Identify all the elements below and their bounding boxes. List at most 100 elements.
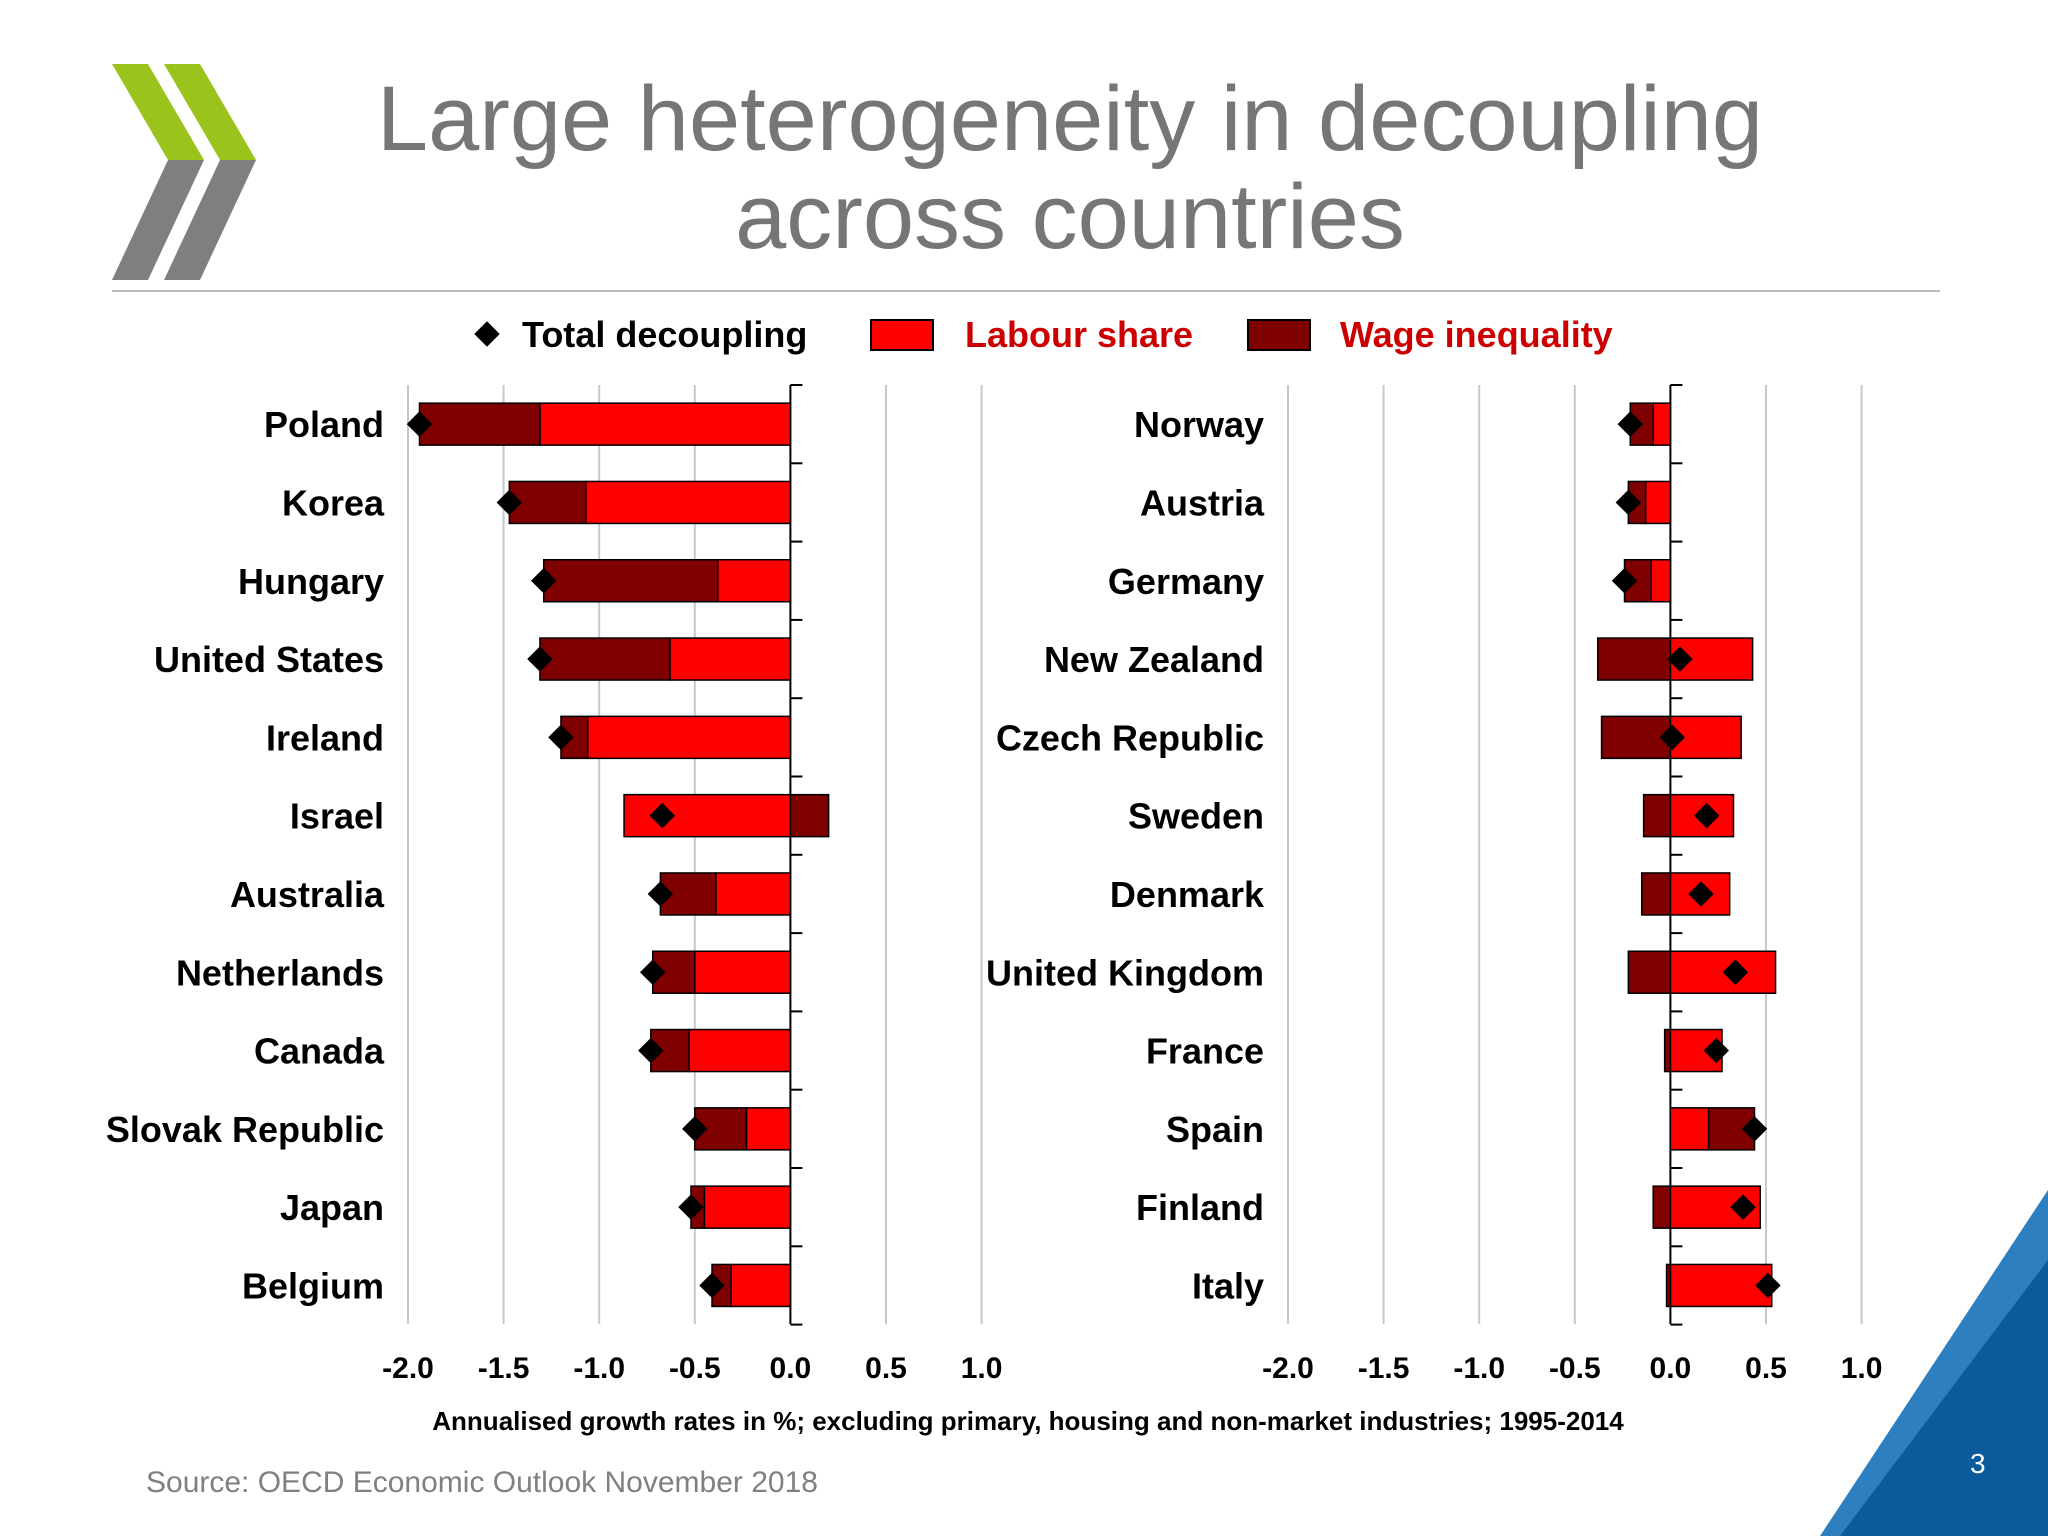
category-label-new-zealand: New Zealand (1044, 639, 1264, 680)
bar-wage-inequality-denmark (1640, 872, 1672, 916)
bar-labour-share-hungary (716, 559, 792, 603)
x-tick-label-left-2: -1.0 (573, 1352, 625, 1385)
title-line-1: Large heterogeneity in decoupling (376, 68, 1764, 170)
bar-labour-share-belgium (730, 1263, 792, 1308)
category-label-slovak-republic: Slovak Republic (106, 1109, 384, 1150)
bar-wage-inequality-italy (1665, 1263, 1672, 1308)
logo-green-chevron-1 (112, 64, 204, 160)
bar-labour-share-united-kingdom (1669, 950, 1777, 994)
category-label-united-states: United States (154, 639, 384, 680)
category-label-belgium: Belgium (242, 1265, 384, 1306)
marker-total-decoupling-israel (649, 802, 676, 829)
category-label-norway: Norway (1134, 404, 1264, 445)
x-tick-label-right-3: -0.5 (1549, 1352, 1601, 1385)
category-label-sweden: Sweden (1128, 796, 1264, 837)
category-label-italy: Italy (1192, 1265, 1264, 1306)
bar-labour-share-poland (539, 402, 792, 446)
oecd-logo (112, 64, 256, 280)
legend-label-total-decoupling: Total decoupling (522, 314, 807, 355)
page-number: 3 (1970, 1448, 1986, 1479)
x-tick-label-left-4: 0.0 (770, 1352, 812, 1385)
category-label-hungary: Hungary (238, 561, 384, 602)
bar-wage-inequality-new-zealand (1596, 637, 1672, 681)
bar-labour-share-japan (703, 1185, 792, 1229)
bar-wage-inequality-united-states (539, 637, 671, 681)
category-label-germany: Germany (1108, 561, 1264, 602)
bar-labour-share-germany (1650, 559, 1672, 603)
bar-labour-share-australia (715, 872, 792, 916)
bar-wage-inequality-poland (418, 402, 541, 446)
bar-wage-inequality-czech-republic (1600, 715, 1672, 760)
x-tick-label-right-5: 0.5 (1745, 1352, 1787, 1385)
bar-labour-share-sweden (1669, 793, 1735, 838)
x-tick-label-left-5: 0.5 (865, 1352, 907, 1385)
bar-labour-share-canada (688, 1028, 792, 1073)
slide-title: Large heterogeneity in decoupling across… (350, 70, 1790, 266)
category-label-finland: Finland (1136, 1187, 1264, 1228)
chart-panel-right: -2.0 -1.5 -1.0 -0.5 0.0 0.5 1.0 Norway Austria Ge… (986, 384, 1883, 1385)
bar-labour-share-korea (585, 480, 792, 525)
category-label-france: France (1146, 1031, 1264, 1072)
marker-total-decoupling-hungary (531, 568, 557, 594)
marker-total-decoupling-poland (406, 411, 433, 437)
bar-wage-inequality-france (1663, 1028, 1672, 1073)
x-tick-label-left-0: -2.0 (382, 1352, 434, 1385)
x-tick-label-left-1: -1.5 (478, 1352, 530, 1385)
bar-labour-share-slovak-republic (745, 1107, 792, 1151)
category-label-korea: Korea (282, 482, 385, 523)
x-tick-label-right-1: -1.5 (1358, 1352, 1410, 1385)
category-label-australia: Australia (230, 874, 385, 915)
category-label-spain: Spain (1166, 1109, 1264, 1150)
marker-total-decoupling-netherlands (640, 959, 666, 985)
category-label-japan: Japan (280, 1187, 384, 1228)
x-tick-label-right-2: -1.0 (1453, 1352, 1505, 1385)
title-divider (112, 290, 1940, 292)
category-label-united-kingdom: United Kingdom (986, 952, 1264, 993)
marker-total-decoupling-united-states (527, 646, 553, 672)
bar-labour-share-united-states (669, 637, 792, 681)
bar-labour-share-spain (1669, 1107, 1710, 1151)
category-label-netherlands: Netherlands (176, 952, 384, 993)
bar-wage-inequality-finland (1652, 1185, 1672, 1229)
bar-wage-inequality-sweden (1642, 793, 1672, 838)
category-label-poland: Poland (264, 404, 384, 445)
bar-labour-share-norway (1652, 402, 1672, 446)
legend-label-wage-inequality: Wage inequality (1340, 314, 1613, 355)
x-tick-label-right-0: -2.0 (1262, 1352, 1314, 1385)
marker-total-decoupling-ireland (548, 724, 574, 751)
bar-wage-inequality-hungary (543, 559, 719, 603)
bar-labour-share-ireland (586, 715, 792, 760)
bar-labour-share-austria (1644, 480, 1672, 525)
bar-wage-inequality-united-kingdom (1627, 950, 1672, 994)
category-label-austria: Austria (1140, 482, 1265, 523)
logo-grey-chevron-2 (164, 160, 256, 280)
x-tick-label-left-6: 1.0 (961, 1352, 1003, 1385)
corner-dark-triangle (1840, 1260, 2048, 1536)
x-axis-title: Annualised growth rates in %; excluding … (432, 1406, 1624, 1436)
title-line-2: across countries (735, 166, 1405, 268)
category-label-ireland: Ireland (266, 717, 384, 758)
x-tick-label-left-3: -0.5 (669, 1352, 721, 1385)
legend-marker-total-decoupling (474, 321, 500, 347)
x-tick-label-right-6: 1.0 (1841, 1352, 1883, 1385)
category-label-czech-republic: Czech Republic (996, 717, 1264, 758)
bar-labour-share-netherlands (694, 950, 792, 994)
marker-total-decoupling-australia (647, 881, 674, 907)
chart-panel-left: -2.0 -1.5 -1.0 -0.5 0.0 0.5 1.0 Poland Korea Hung… (106, 384, 1003, 1385)
bar-wage-inequality-israel (789, 793, 830, 838)
logo-green-chevron-2 (164, 64, 256, 160)
category-label-israel: Israel (290, 796, 384, 837)
legend-label-labour-share: Labour share (965, 314, 1193, 355)
x-tick-label-right-4: 0.0 (1650, 1352, 1692, 1385)
legend-swatch-labour-share (870, 319, 934, 351)
bar-labour-share-italy (1669, 1263, 1773, 1308)
category-label-denmark: Denmark (1110, 874, 1265, 915)
marker-total-decoupling-korea (496, 489, 523, 516)
corner-decoration (1820, 1190, 2048, 1536)
category-label-canada: Canada (254, 1031, 385, 1072)
source-note: Source: OECD Economic Outlook November 2… (146, 1466, 818, 1499)
chart-legend: Total decoupling Labour share Wage inequ… (474, 314, 1613, 355)
legend-swatch-wage-inequality (1247, 319, 1311, 351)
bar-labour-share-israel (623, 793, 792, 838)
